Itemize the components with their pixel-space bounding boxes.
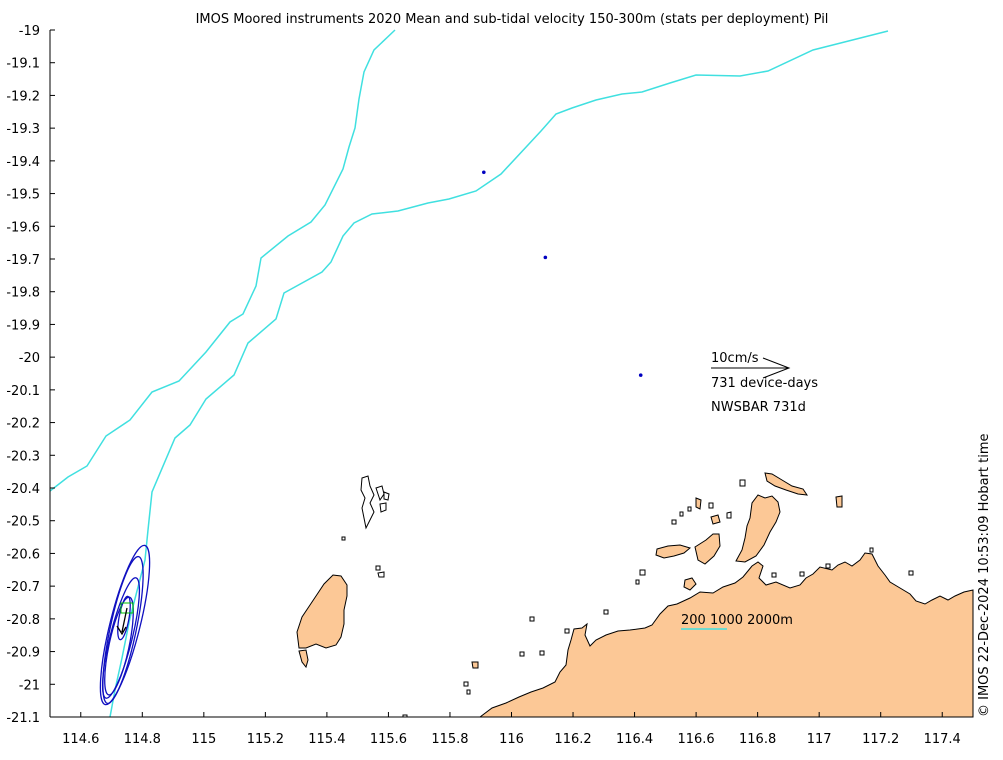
mooring-point <box>543 255 548 260</box>
x-tick-label: 116.4 <box>616 732 653 747</box>
mean-velocity-arrow <box>116 607 128 636</box>
x-tick-label: 117.4 <box>924 732 961 747</box>
y-tick-label: -20.8 <box>6 613 40 628</box>
x-tick-label: 117 <box>807 732 832 747</box>
legend-device-days: 731 device-days <box>711 376 818 391</box>
y-tick-label: -20.9 <box>6 646 40 661</box>
ellipse-5 <box>117 595 131 641</box>
y-tick-label: -19.3 <box>6 122 40 137</box>
archipelago-island-1 <box>735 494 781 563</box>
barrow-south-islet <box>298 649 309 669</box>
x-tick-label: 114.8 <box>124 732 161 747</box>
y-tick-label: -19.1 <box>6 57 40 72</box>
mooring-point <box>638 373 643 377</box>
archipelago-island-5 <box>695 497 702 510</box>
archipelago-island-6 <box>835 495 843 508</box>
legend-station: NWSBAR 731d <box>711 400 806 415</box>
isobath-1000m <box>109 30 889 718</box>
archipelago-island-7 <box>710 514 721 525</box>
x-tick-label: 116 <box>499 732 524 747</box>
land <box>296 472 974 718</box>
x-tick-label: 115.6 <box>370 732 407 747</box>
y-tick-label: -20.1 <box>6 384 40 399</box>
map-title: IMOS Moored instruments 2020 Mean and su… <box>196 12 829 27</box>
archipelago-island-3 <box>694 533 721 565</box>
y-tick-label: -20.2 <box>6 417 40 432</box>
isobath-contours <box>49 29 889 718</box>
velocity-ellipses <box>99 544 151 706</box>
x-tick-label: 115 <box>191 732 216 747</box>
y-tick-label: -20.7 <box>6 580 40 595</box>
isobath-legend: 200 1000 2000m <box>681 613 793 630</box>
x-tick-label: 115.2 <box>247 732 284 747</box>
islets <box>341 475 914 718</box>
legend-scale-arrow <box>711 357 791 379</box>
islet-group-a <box>375 565 385 578</box>
x-tick-label: 116.2 <box>554 732 591 747</box>
isobath-legend-label: 200 1000 2000m <box>681 613 793 628</box>
mooring-point <box>482 170 486 175</box>
x-tick-label: 114.6 <box>62 732 99 747</box>
x-tick-label: 116.6 <box>677 732 714 747</box>
y-tick-label: -20.4 <box>6 482 40 497</box>
archipelago-island-4 <box>655 544 692 559</box>
barrow-island <box>296 574 348 649</box>
y-tick-label: -19.9 <box>6 318 40 333</box>
mainland <box>478 552 974 718</box>
y-tick-label: -19.5 <box>6 188 40 203</box>
y-tick-label: -20.6 <box>6 547 40 562</box>
ellipse-1 <box>99 544 151 706</box>
y-tick-label: -19 <box>19 24 40 39</box>
legend-scale-label: 10cm/s <box>711 351 759 366</box>
y-tick-label: -19.8 <box>6 286 40 301</box>
islet-group-b <box>341 479 914 718</box>
x-tick-label: 115.8 <box>431 732 468 747</box>
archipelago-island-8 <box>683 577 697 591</box>
velocity-legend: 10cm/s 731 device-days NWSBAR 731d <box>711 351 818 415</box>
y-tick-label: -19.6 <box>6 220 40 235</box>
montebello-islands <box>360 475 390 530</box>
y-tick-label: -19.2 <box>6 89 40 104</box>
archipelago-island-9 <box>471 661 479 669</box>
ellipse-2 <box>102 555 144 705</box>
x-tick-label: 117.2 <box>862 732 899 747</box>
y-tick-label: -19.7 <box>6 253 40 268</box>
credit-text: © IMOS 22-Dec-2024 10:53:09 Hobart time <box>977 433 992 717</box>
x-axis-ticks: 114.6 114.8 115 115.2 115.4 115.6 115.8 116 116.… <box>62 712 961 747</box>
y-tick-label: -21 <box>19 678 40 693</box>
x-tick-label: 116.8 <box>739 732 776 747</box>
archipelago-island-2 <box>764 472 809 496</box>
y-tick-label: -21.1 <box>6 711 40 726</box>
y-tick-label: -20.5 <box>6 515 40 530</box>
ellipse-3 <box>101 577 141 699</box>
ellipse-green-marker <box>120 602 134 614</box>
y-tick-label: -20.3 <box>6 449 40 464</box>
y-tick-label: -20 <box>19 351 40 366</box>
y-tick-label: -19.4 <box>6 155 40 170</box>
y-axis-ticks: -19 -19.1 -19.2 -19.3 -19.4 -19.5 -19.6 -19.7 -1… <box>6 24 55 726</box>
isobath-200m <box>49 29 396 492</box>
x-tick-label: 115.4 <box>308 732 345 747</box>
mooring-markers <box>482 170 643 377</box>
